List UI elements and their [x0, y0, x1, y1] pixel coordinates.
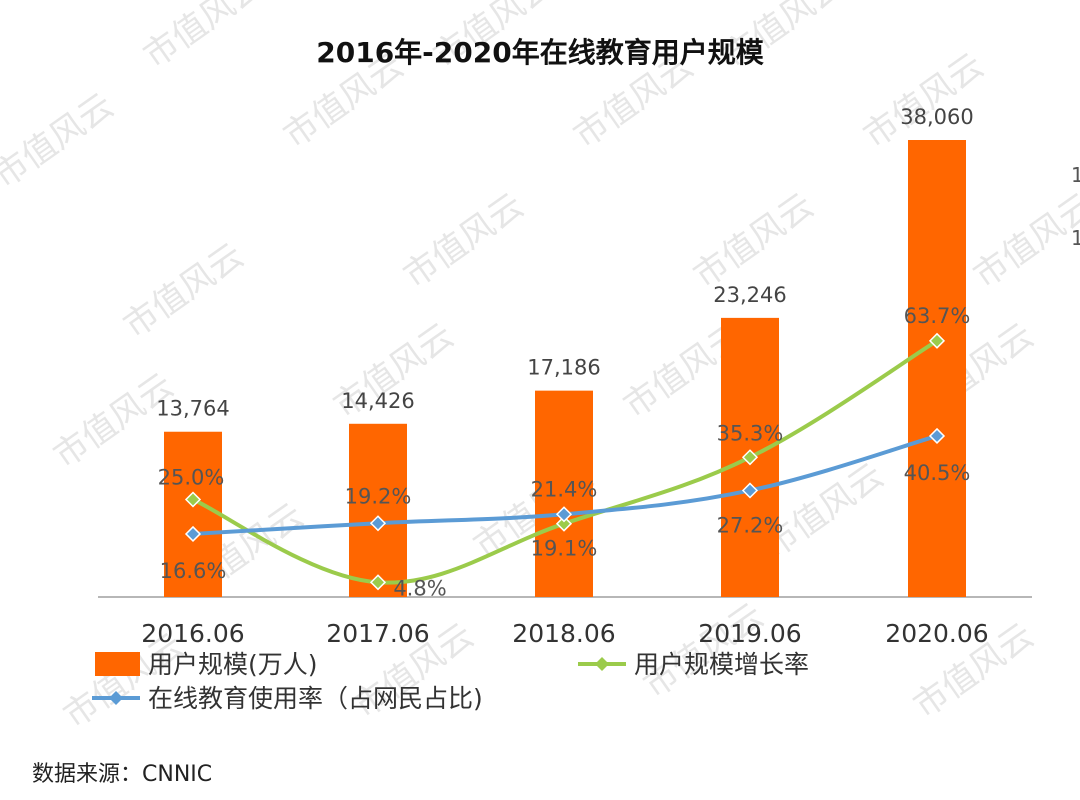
watermark-text: 市值风云 — [687, 186, 821, 297]
bar-series — [164, 140, 966, 597]
growth-rate-label: 63.7% — [904, 304, 971, 328]
usage-rate-label: 21.4% — [531, 477, 598, 501]
watermark-text: 市值风云 — [397, 186, 531, 297]
bar-value-label: 13,764 — [156, 397, 229, 421]
bar — [349, 423, 407, 597]
chart-title: 2016年-2020年在线教育用户规模 — [316, 36, 764, 69]
growth-rate-label: 19.1% — [531, 537, 598, 561]
growth-rate-label: 4.8% — [393, 576, 446, 600]
bar — [535, 390, 593, 597]
growth-rate-label: 35.3% — [717, 421, 784, 445]
watermark-text: 市值风云 — [117, 236, 251, 347]
edge-glyph: 1 — [1071, 226, 1080, 250]
bar — [908, 140, 966, 597]
x-axis-ticks: 2016.06 2017.06 2018.06 2019.06 2020.06 — [141, 619, 988, 648]
legend-label: 用户规模增长率 — [634, 650, 809, 679]
growth-rate-point — [928, 332, 946, 349]
x-tick-label: 2019.06 — [698, 619, 801, 648]
data-labels: 13,764 14,426 17,186 23,246 38,060 25.0% 4.8% 1… — [156, 105, 973, 600]
line-series — [184, 332, 946, 591]
bar-value-label: 38,060 — [900, 105, 973, 129]
watermark-text: 市值风云 — [47, 366, 181, 477]
legend-label: 在线教育使用率（占网民占比) — [148, 684, 483, 713]
growth-rate-point — [741, 449, 759, 466]
x-tick-label: 2016.06 — [141, 619, 244, 648]
growth-rate-label: 25.0% — [158, 466, 225, 490]
usage-rate-label: 27.2% — [717, 513, 784, 537]
usage-rate-point — [928, 427, 946, 445]
bar-value-label: 14,426 — [341, 389, 414, 413]
usage-rate-point — [184, 525, 202, 543]
legend-marker-growth — [595, 657, 609, 671]
bar-value-label: 23,246 — [713, 283, 786, 307]
x-tick-label: 2017.06 — [326, 619, 429, 648]
source-note: 数据来源：CNNIC — [32, 762, 212, 787]
watermark-text: 市值风云 — [967, 186, 1080, 297]
usage-rate-point — [741, 482, 759, 499]
legend-swatch-bar — [95, 652, 140, 676]
growth-rate-point — [369, 574, 387, 591]
watermark-text: 市值风云 — [0, 86, 121, 197]
legend-marker-usage — [109, 691, 123, 705]
x-tick-label: 2018.06 — [512, 619, 615, 648]
x-tick-label: 2020.06 — [885, 619, 988, 648]
legend-label: 用户规模(万人) — [148, 650, 318, 679]
bar — [164, 431, 222, 597]
usage-rate-label: 40.5% — [904, 461, 971, 485]
watermark-text: 市值风云 — [137, 0, 271, 76]
usage-rate-label: 16.6% — [160, 559, 227, 583]
edge-glyph: 1 — [1071, 163, 1080, 187]
usage-rate-point — [555, 506, 573, 523]
growth-rate-point — [184, 491, 202, 508]
bar-value-label: 17,186 — [527, 356, 600, 380]
growth-rate-point — [555, 515, 573, 532]
usage-rate-label: 19.2% — [345, 484, 412, 508]
usage-rate-point — [369, 515, 387, 532]
watermark-text: 市值风云 — [857, 46, 991, 157]
